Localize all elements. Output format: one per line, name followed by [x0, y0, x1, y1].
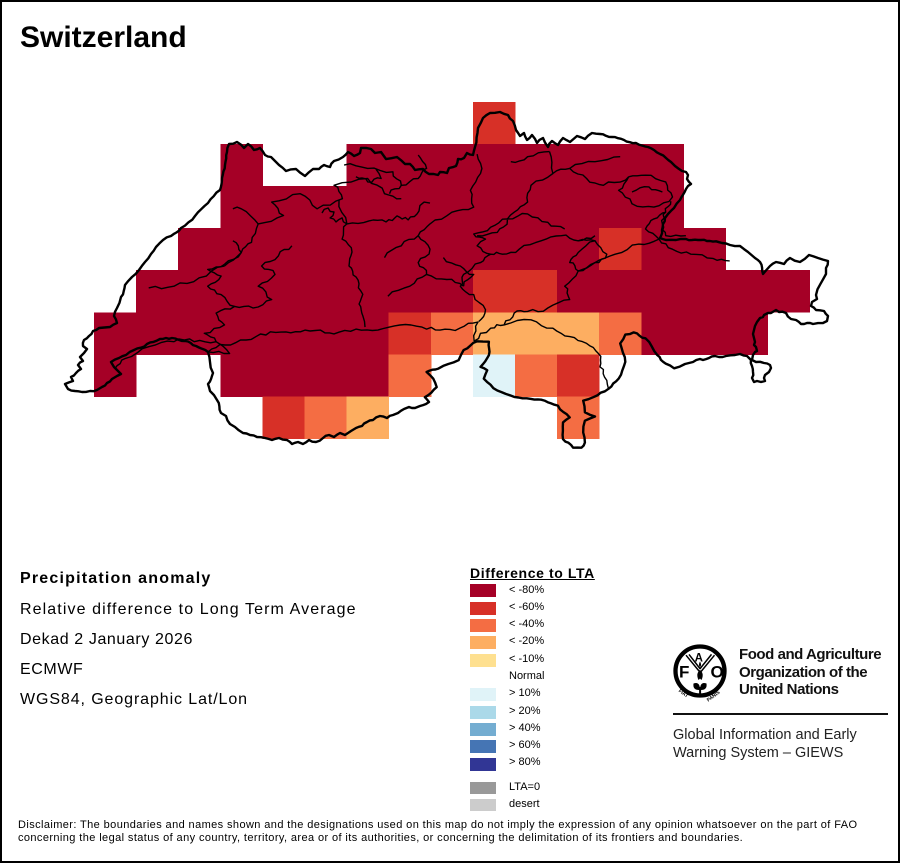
svg-text:FIAT: FIAT [677, 688, 689, 699]
svg-text:O: O [711, 663, 724, 682]
svg-text:PANIS: PANIS [706, 689, 722, 703]
svg-text:A: A [695, 653, 703, 665]
svg-text:F: F [679, 663, 689, 682]
